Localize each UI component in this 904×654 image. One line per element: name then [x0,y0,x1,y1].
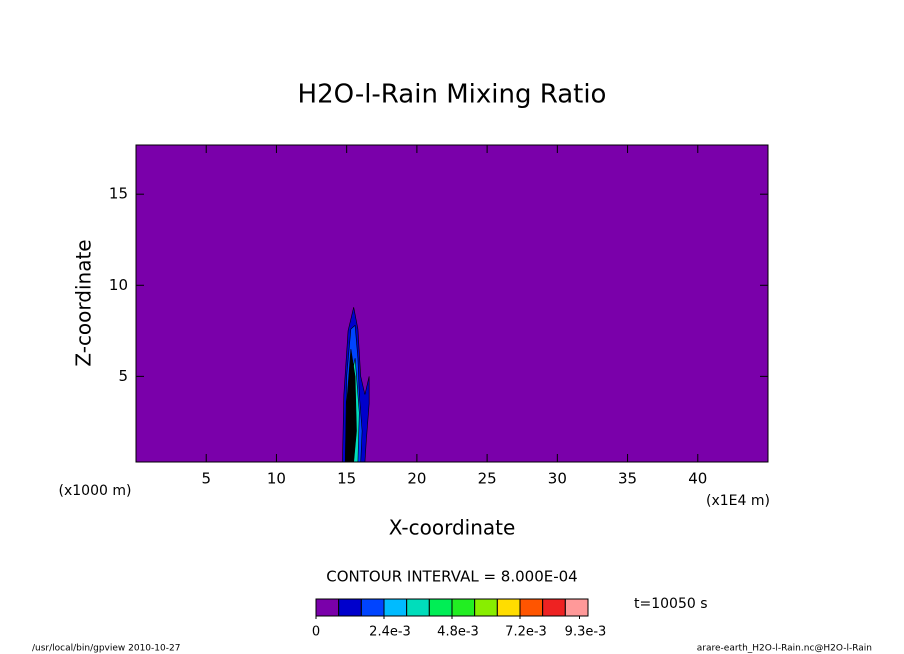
x-unit: (x1E4 m) [706,493,770,509]
colorbar-label: 0 [312,625,320,640]
x-tick-label: 15 [337,470,356,488]
chart-title: H2O-l-Rain Mixing Ratio [298,80,607,110]
time-label: t=10050 s [634,596,708,612]
x-tick-label: 5 [201,470,211,488]
colorbar-box [474,598,498,617]
colorbar-label: 2.4e-3 [369,625,411,640]
colorbar-box [383,598,408,617]
colorbar-box [496,598,521,617]
x-tick-label: 10 [267,470,286,488]
y-tick-label: 10 [109,276,128,294]
colorbar-box [564,598,589,617]
x-tick-label: 25 [478,470,497,488]
colorbar-box [360,598,385,617]
footer-right: arare-earth_H2O-l-Rain.nc@H2O-l-Rain [697,644,872,654]
colorbar-box [406,598,430,617]
contour-interval: CONTOUR INTERVAL = 8.000E-04 [326,568,577,586]
footer-left: /usr/local/bin/gpview 2010-10-27 [32,644,180,654]
y-tick-label: 5 [118,367,128,385]
colorbar-box [542,598,566,617]
colorbar-box [428,598,453,617]
colorbar-box [451,598,476,617]
colorbar-label: 7.2e-3 [505,625,547,640]
y-unit: (x1000 m) [59,483,132,499]
colorbar-label: 4.8e-3 [437,625,479,640]
x-tick-label: 35 [618,470,637,488]
colorbar-label: 9.3e-3 [565,625,607,640]
colorbar-box [519,598,544,617]
colorbar-box [338,598,362,617]
x-tick-label: 30 [548,470,567,488]
plot-frame [135,144,769,463]
x-axis-label: X-coordinate [389,516,516,540]
x-tick-label: 20 [407,470,426,488]
y-tick-label: 15 [109,185,128,203]
y-axis-label: Z-coordinate [72,239,96,366]
plot-background [136,145,768,462]
colorbar-box [315,598,340,617]
x-tick-label: 40 [688,470,707,488]
